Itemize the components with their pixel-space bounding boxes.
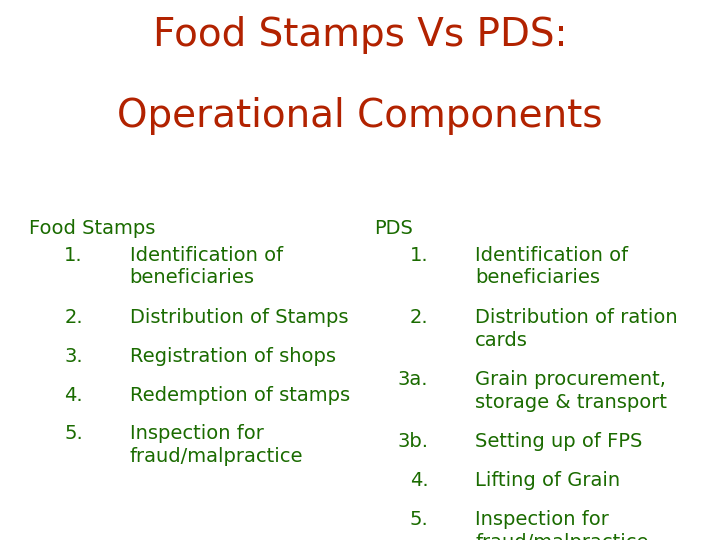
Text: 4.: 4. — [410, 471, 428, 490]
Text: Inspection for
fraud/malpractice: Inspection for fraud/malpractice — [130, 424, 303, 466]
Text: 3.: 3. — [64, 347, 83, 366]
Text: 3b.: 3b. — [397, 432, 428, 451]
Text: 4.: 4. — [64, 386, 83, 404]
Text: Redemption of stamps: Redemption of stamps — [130, 386, 350, 404]
Text: Setting up of FPS: Setting up of FPS — [475, 432, 642, 451]
Text: 5.: 5. — [64, 424, 83, 443]
Text: Inspection for
fraud/malpractice: Inspection for fraud/malpractice — [475, 510, 649, 540]
Text: Registration of shops: Registration of shops — [130, 347, 336, 366]
Text: Distribution of ration
cards: Distribution of ration cards — [475, 308, 678, 349]
Text: PDS: PDS — [374, 219, 413, 238]
Text: 2.: 2. — [64, 308, 83, 327]
Text: 1.: 1. — [64, 246, 83, 265]
Text: Identification of
beneficiaries: Identification of beneficiaries — [475, 246, 629, 287]
Text: Grain procurement,
storage & transport: Grain procurement, storage & transport — [475, 370, 667, 411]
Text: Identification of
beneficiaries: Identification of beneficiaries — [130, 246, 283, 287]
Text: 2.: 2. — [410, 308, 428, 327]
Text: Food Stamps: Food Stamps — [29, 219, 156, 238]
Text: Lifting of Grain: Lifting of Grain — [475, 471, 621, 490]
Text: 1.: 1. — [410, 246, 428, 265]
Text: Distribution of Stamps: Distribution of Stamps — [130, 308, 348, 327]
Text: 5.: 5. — [410, 510, 428, 529]
Text: Food Stamps Vs PDS:: Food Stamps Vs PDS: — [153, 16, 567, 54]
Text: Operational Components: Operational Components — [117, 97, 603, 135]
Text: 3a.: 3a. — [398, 370, 428, 389]
